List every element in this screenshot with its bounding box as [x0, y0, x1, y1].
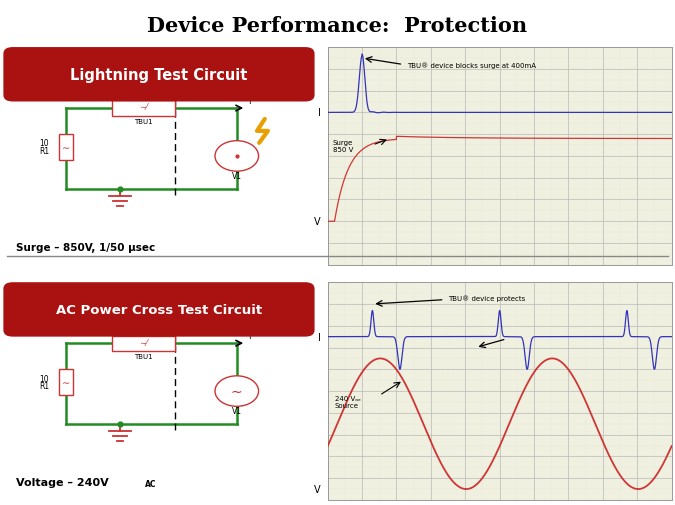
Text: 10: 10: [39, 139, 49, 148]
Text: TBU1: TBU1: [134, 354, 153, 360]
Text: I: I: [318, 332, 321, 342]
FancyBboxPatch shape: [3, 48, 315, 103]
Circle shape: [215, 141, 259, 172]
Text: Voltage – 240V: Voltage – 240V: [16, 477, 109, 487]
Bar: [59, 135, 73, 161]
Text: ∼: ∼: [231, 384, 242, 398]
Text: I: I: [248, 96, 250, 106]
Text: TBU® device protects: TBU® device protects: [448, 294, 525, 301]
Text: AC Power Cross Test Circuit: AC Power Cross Test Circuit: [56, 304, 262, 316]
Circle shape: [215, 376, 259, 407]
Bar: [59, 370, 73, 395]
Text: ∼: ∼: [61, 378, 70, 388]
Text: V1: V1: [232, 407, 242, 415]
Text: ∼⁄: ∼⁄: [139, 338, 148, 347]
Text: ∼: ∼: [61, 143, 70, 153]
Text: I: I: [318, 108, 321, 118]
Text: R1: R1: [38, 146, 49, 156]
Text: R1: R1: [38, 381, 49, 390]
Text: 240 Vₐₑ
Source: 240 Vₐₑ Source: [335, 396, 360, 409]
Text: V1: V1: [232, 172, 242, 181]
Text: I: I: [248, 331, 250, 340]
Text: V: V: [314, 484, 321, 494]
Text: ∼⁄: ∼⁄: [139, 103, 148, 112]
Text: V: V: [314, 217, 321, 227]
Text: TBU® device blocks surge at 400mA: TBU® device blocks surge at 400mA: [407, 62, 536, 69]
Text: TBU1: TBU1: [134, 119, 153, 125]
Text: Surge
850 V: Surge 850 V: [333, 139, 353, 152]
Text: 10: 10: [39, 374, 49, 383]
Text: Surge – 850V, 1/50 μsec: Surge – 850V, 1/50 μsec: [16, 242, 155, 252]
FancyBboxPatch shape: [3, 283, 315, 337]
Bar: [112, 101, 175, 117]
Bar: [112, 336, 175, 351]
Text: Lightning Test Circuit: Lightning Test Circuit: [70, 68, 248, 83]
Text: AC: AC: [145, 479, 157, 488]
Text: Device Performance:  Protection: Device Performance: Protection: [147, 16, 528, 36]
